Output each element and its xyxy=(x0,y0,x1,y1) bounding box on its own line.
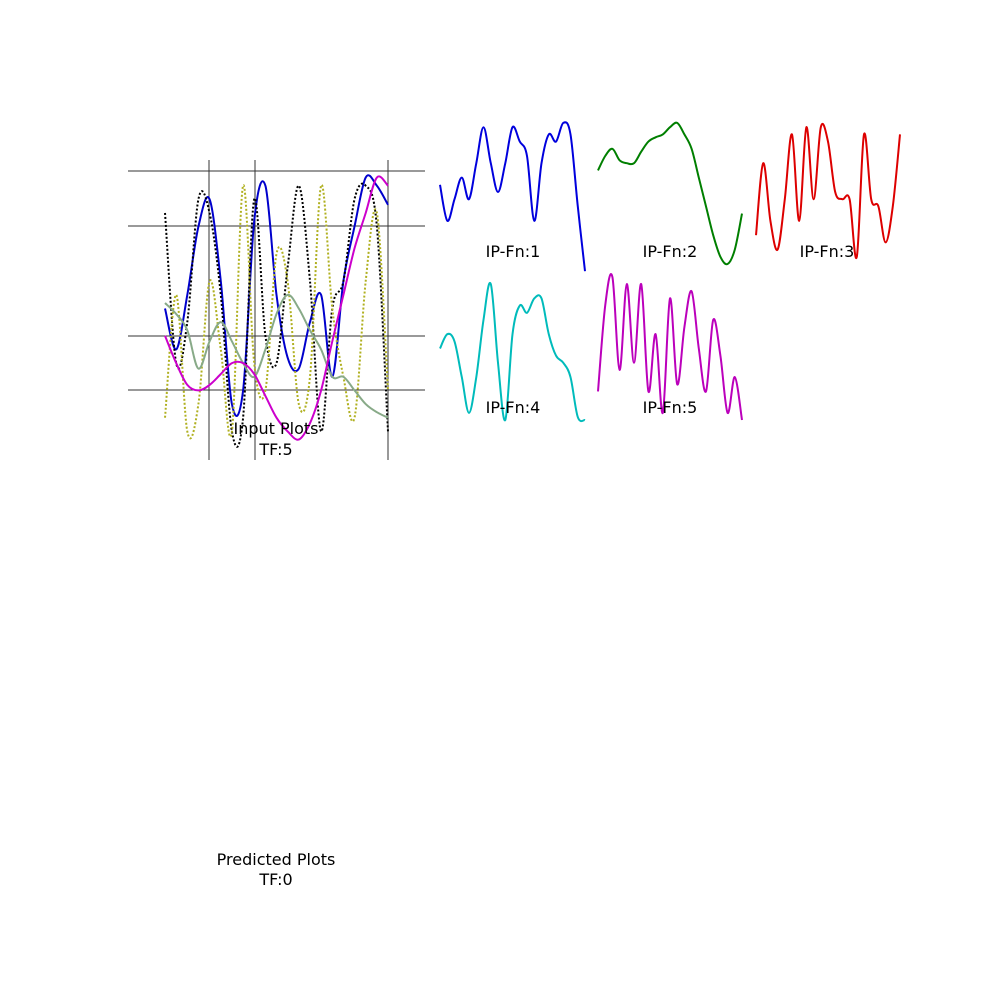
ip-fn-3-label: IP-Fn:3 xyxy=(800,242,855,261)
ip-fn-2-label: IP-Fn:2 xyxy=(643,242,698,261)
predicted-plots-tf-caption: TF:0 xyxy=(258,870,292,889)
small-multiples-group: IP-Fn:1 IP-Fn:2 IP-Fn:3 IP-Fn:4 IP-Fn:5 xyxy=(439,121,901,423)
composite-series-4-line xyxy=(164,293,389,419)
ip-fn-1-line xyxy=(439,121,586,272)
composite-series-group xyxy=(164,174,389,448)
composite-series-5-line xyxy=(164,175,389,441)
input-plots-tf-caption: TF:5 xyxy=(258,440,292,459)
ip-fn-4-line xyxy=(439,281,586,423)
predicted-plots-caption: Predicted Plots xyxy=(217,850,336,869)
composite-series-2-line xyxy=(164,182,389,448)
input-plots-caption: Input Plots xyxy=(233,419,318,438)
input-plots-panel: Input Plots TF:5 xyxy=(128,160,425,460)
ip-fn-4-label: IP-Fn:4 xyxy=(486,398,541,417)
composite-series-1-line xyxy=(164,174,389,417)
ip-fn-2-line xyxy=(597,121,743,266)
ip-fn-5-label: IP-Fn:5 xyxy=(643,398,698,417)
ip-fn-1-label: IP-Fn:1 xyxy=(486,242,541,261)
ip-fn-3-line xyxy=(755,122,901,259)
ip-fn-5-line xyxy=(597,273,743,421)
